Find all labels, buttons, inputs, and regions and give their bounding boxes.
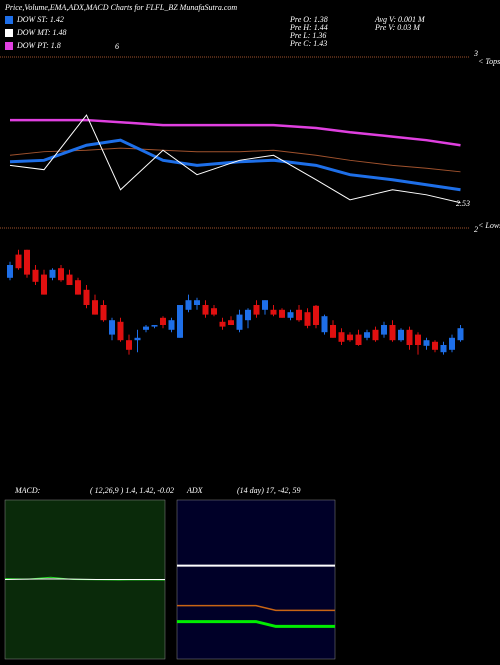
candle-body: [381, 325, 387, 335]
dow-label: DOW ST: 1.42: [16, 15, 64, 24]
candle-body: [151, 325, 158, 327]
candle-body: [92, 300, 98, 315]
candle-body: [304, 312, 311, 326]
candle-body: [117, 321, 124, 341]
series-line: [4, 578, 165, 580]
candle-body: [160, 317, 166, 325]
candle-body: [236, 314, 243, 330]
candle-body: [32, 269, 39, 282]
candle-body: [262, 300, 268, 310]
candle-body: [168, 320, 175, 330]
candle-body: [24, 249, 30, 275]
candle-body: [347, 334, 353, 341]
candle-body: [7, 265, 13, 278]
candle-body: [126, 340, 132, 350]
candle-body: [330, 325, 336, 338]
candle-body: [440, 345, 447, 353]
candle-body: [355, 334, 362, 345]
prev-label: Pre O: 1.38: [289, 15, 328, 24]
last-label: 2.53: [456, 199, 470, 208]
candle-body: [406, 329, 413, 345]
prev-label: Pre L: 1.36: [289, 31, 326, 40]
candle-body: [83, 289, 90, 305]
dow-note: 6: [115, 42, 119, 51]
dow-swatch: [5, 29, 13, 37]
candle-body: [185, 300, 192, 310]
candle-body: [279, 309, 285, 318]
tops-label: < Tops: [478, 57, 500, 66]
dow-swatch: [5, 42, 13, 50]
candle-body: [372, 329, 379, 341]
candle-body: [313, 305, 319, 325]
lows-label: < Lows: [478, 221, 500, 230]
candle-body: [338, 332, 345, 342]
candle-body: [41, 274, 47, 295]
tops-value: 3: [473, 49, 478, 58]
candle-body: [66, 274, 73, 285]
chart-title: Price,Volume,EMA,ADX,MACD Charts for FLF…: [4, 3, 237, 12]
series-line: [177, 620, 335, 628]
series-line: [9, 147, 461, 173]
candle-body: [423, 340, 430, 346]
candle-body: [415, 334, 421, 345]
candle-body: [194, 300, 200, 305]
volume-label: Avg V: 0.001 M: [374, 15, 426, 24]
panel-title: MACD:: [14, 486, 41, 495]
candle-body: [296, 309, 302, 321]
candle-body: [398, 329, 404, 341]
candle-body: [219, 321, 226, 327]
candle-body: [457, 328, 464, 341]
candle-body: [58, 268, 64, 281]
candle-body: [321, 316, 328, 333]
dow-label: DOW MT: 1.48: [16, 28, 67, 37]
series-line: [9, 138, 461, 192]
candle-body: [270, 309, 277, 315]
candle-body: [15, 254, 22, 269]
prev-label: Pre H: 1.44: [289, 23, 328, 32]
series-line: [177, 604, 335, 612]
candle-body: [49, 269, 56, 278]
candle-body: [202, 305, 209, 315]
candle-body: [177, 305, 183, 338]
panel-title: ADX: [186, 486, 204, 495]
candle-body: [134, 337, 141, 341]
lows-value: 2: [474, 225, 478, 234]
prev-label: Pre C: 1.43: [289, 39, 327, 48]
candle-body: [75, 280, 81, 295]
candle-body: [245, 309, 251, 321]
panel: [176, 499, 336, 660]
candle-body: [432, 341, 438, 350]
candle-body: [211, 308, 217, 315]
candle-body: [449, 337, 455, 350]
candle-body: [109, 320, 115, 335]
series-line: [9, 114, 461, 204]
volume-label: Pre V: 0.03 M: [374, 23, 421, 32]
series-line: [10, 118, 461, 147]
candle-body: [389, 325, 396, 341]
panel-subtitle: ( 12,26,9 ) 1.4, 1.42, -0.02: [90, 486, 174, 495]
panel-subtitle: (14 day) 17, -42, 59: [237, 486, 301, 495]
candle-body: [100, 305, 107, 321]
candle-body: [364, 332, 370, 338]
dow-label: DOW PT: 1.8: [16, 41, 61, 50]
candle-body: [228, 320, 234, 325]
dow-swatch: [5, 16, 13, 24]
candle-body: [253, 305, 260, 315]
candle-body: [143, 326, 149, 330]
candle-body: [287, 312, 294, 318]
